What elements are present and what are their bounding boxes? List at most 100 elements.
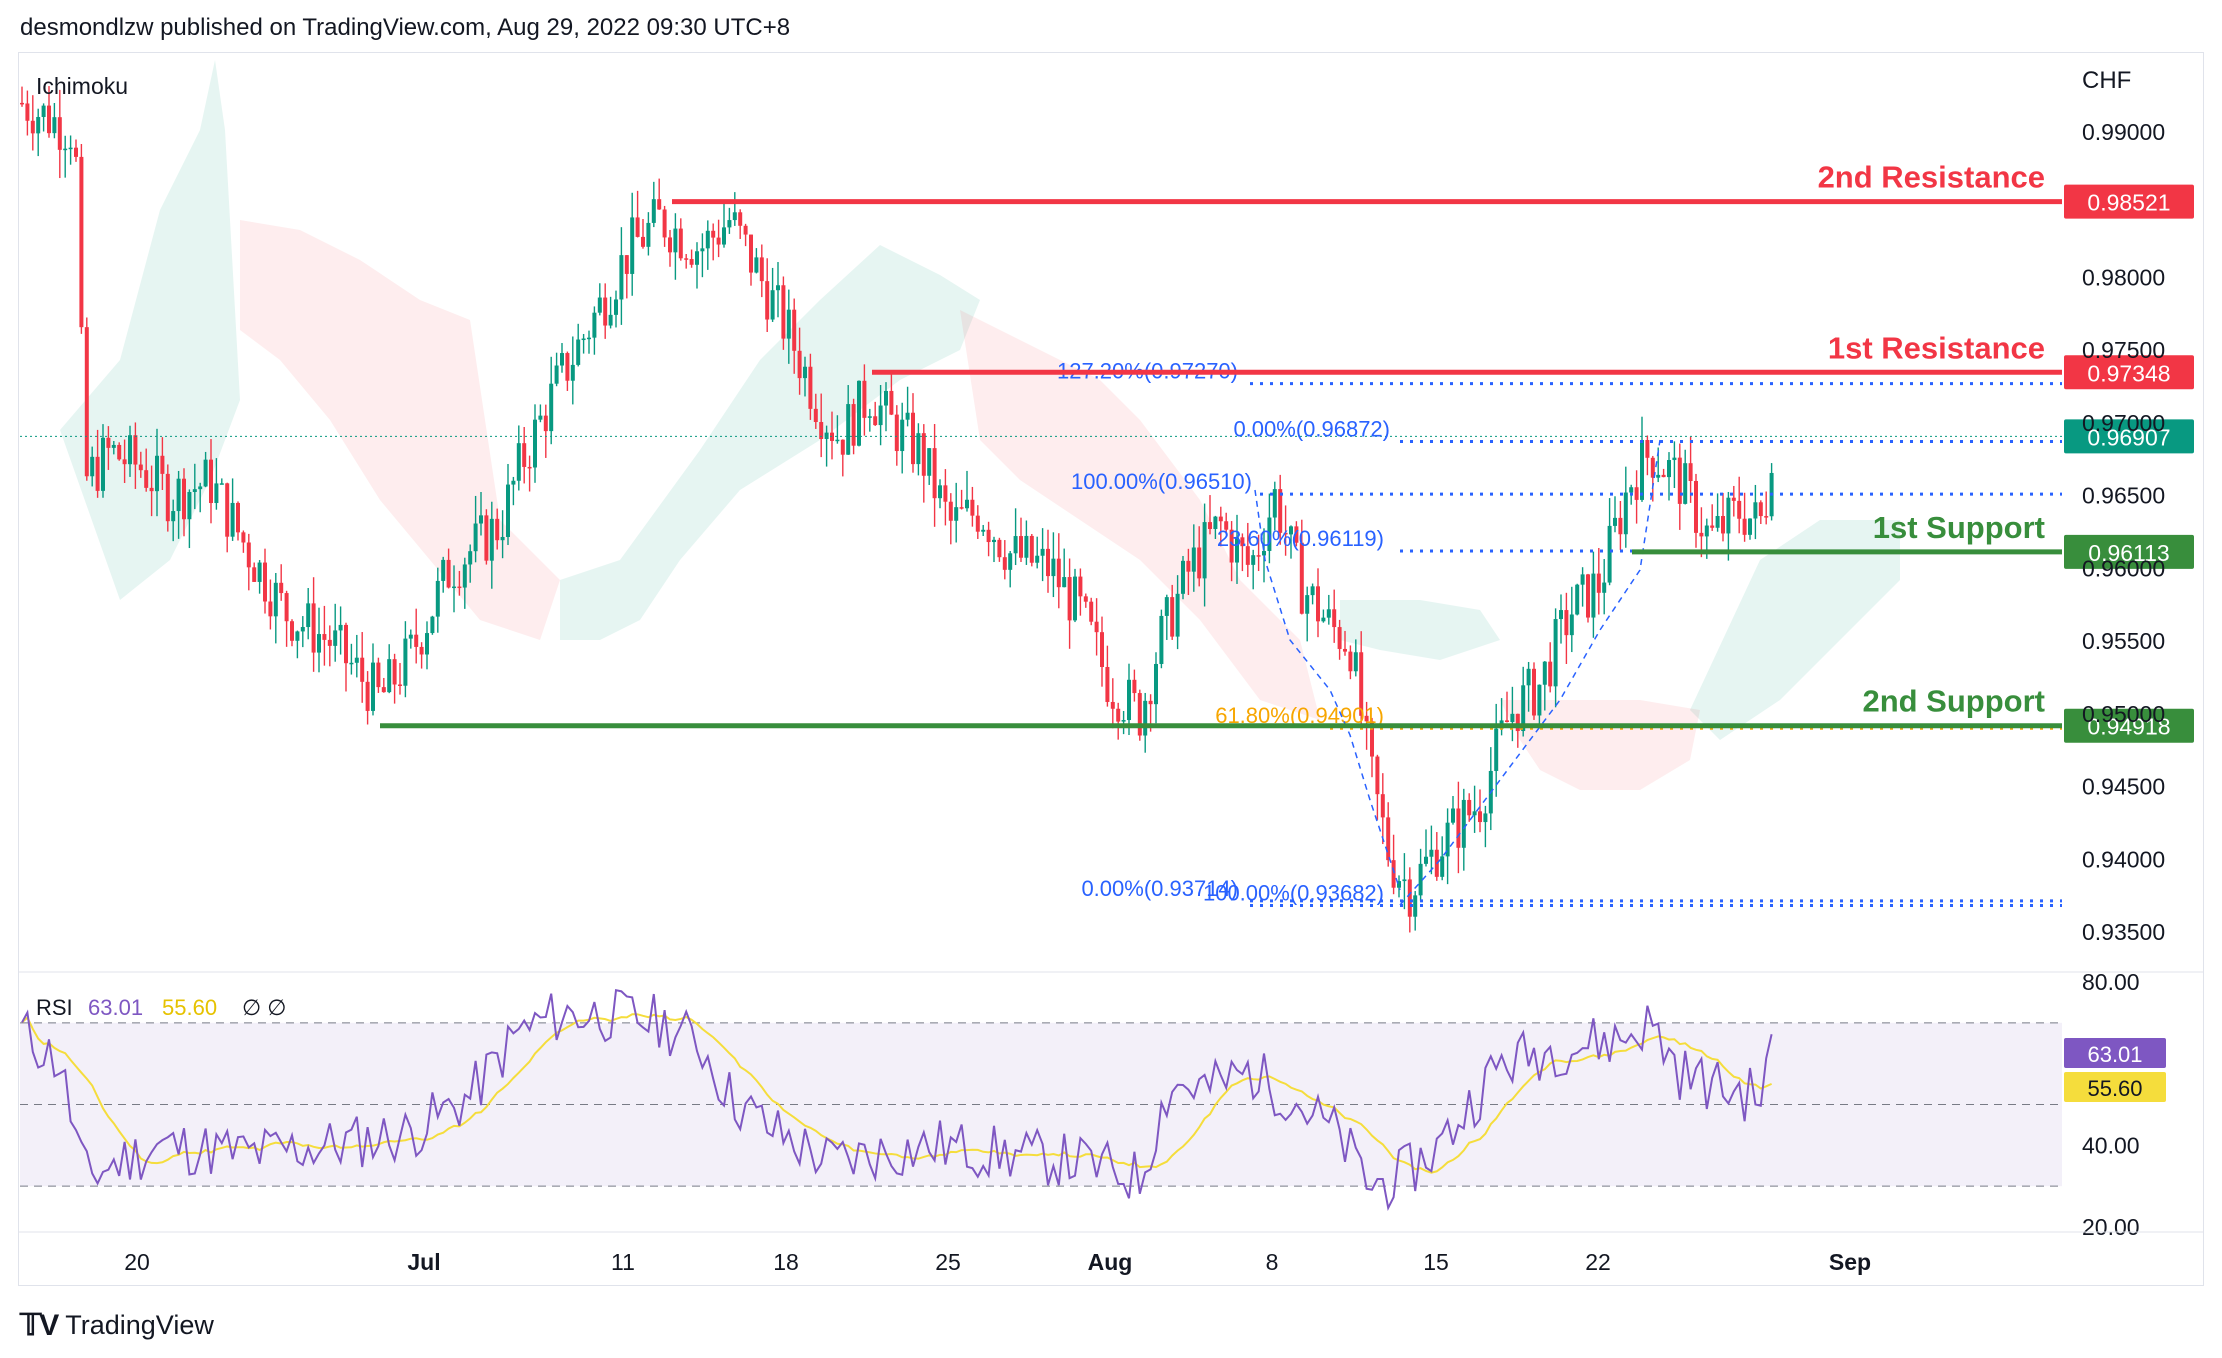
- candle: [1721, 492, 1725, 542]
- candle-body: [1456, 808, 1461, 848]
- candle: [1348, 645, 1353, 680]
- candle-body: [360, 657, 365, 682]
- candle: [1688, 436, 1693, 503]
- candle: [160, 437, 165, 491]
- candle: [1164, 594, 1169, 640]
- candle-body: [1364, 715, 1369, 722]
- candle-body: [651, 199, 656, 223]
- candle: [284, 590, 289, 647]
- candle-body: [770, 290, 775, 320]
- candle: [506, 463, 510, 546]
- candle: [225, 482, 230, 553]
- candle-body: [1251, 555, 1256, 565]
- candle-body: [711, 230, 716, 238]
- candle: [1316, 568, 1320, 638]
- footer[interactable]: 𝕋V TradingView: [20, 1308, 214, 1343]
- candle: [851, 398, 856, 455]
- candle-body: [1100, 632, 1104, 667]
- candle: [268, 579, 273, 630]
- candle-body: [1613, 517, 1617, 526]
- candle-body: [581, 338, 586, 341]
- candle: [1748, 518, 1752, 540]
- candle-body: [1267, 517, 1272, 551]
- candle: [371, 643, 375, 716]
- candle: [1321, 609, 1326, 623]
- candle-body: [884, 390, 888, 406]
- candle: [533, 404, 537, 483]
- candle-body: [344, 624, 348, 664]
- candle-body: [840, 439, 845, 455]
- indicator-label: Ichimoku: [36, 73, 128, 99]
- price-tick: 0.99000: [2082, 119, 2165, 145]
- candle-body: [921, 433, 926, 476]
- candle-body: [759, 257, 764, 282]
- candle: [781, 276, 786, 350]
- candle-body: [209, 459, 213, 504]
- candle-body: [592, 312, 597, 338]
- price-tag: [2064, 534, 2194, 569]
- candle-body: [954, 507, 959, 521]
- cloud-bullish: [1690, 520, 1900, 740]
- candle: [214, 458, 219, 510]
- candle-body: [873, 416, 878, 426]
- candle-body: [754, 257, 759, 273]
- candle: [1413, 891, 1418, 931]
- candle-body: [603, 297, 608, 326]
- price-tag: [2064, 355, 2194, 390]
- candle: [1262, 528, 1266, 583]
- candle: [1289, 525, 1293, 559]
- candle-body: [1294, 526, 1299, 543]
- candle: [106, 426, 111, 470]
- fibonacci-tools: 127.20%(0.97270)0.00%(0.96872)100.00%(0.…: [1057, 359, 2062, 908]
- candle-body: [30, 120, 35, 134]
- candle-body: [1467, 799, 1472, 816]
- candle: [862, 364, 867, 436]
- candle-body: [52, 117, 57, 134]
- candle: [457, 570, 462, 596]
- candle-body: [765, 281, 770, 320]
- candle-body: [1197, 547, 1202, 579]
- candle-body: [1688, 463, 1693, 481]
- candle-body: [79, 156, 84, 328]
- candle: [1105, 645, 1110, 707]
- candle-body: [1569, 614, 1574, 636]
- candle: [1591, 551, 1596, 638]
- fib-connector: [1254, 489, 1401, 891]
- candle: [1332, 589, 1337, 643]
- candle: [1726, 491, 1731, 561]
- candle-body: [1721, 516, 1725, 534]
- candle: [1472, 785, 1477, 833]
- candle: [1035, 536, 1040, 569]
- candle-body: [484, 515, 489, 561]
- price-tick: 0.98000: [2082, 264, 2165, 290]
- candle: [252, 562, 257, 582]
- candle-body: [63, 148, 68, 151]
- candle: [1159, 609, 1164, 669]
- candle: [381, 677, 386, 693]
- candle: [1294, 521, 1299, 547]
- candle-body: [506, 484, 510, 537]
- candle-body: [1683, 463, 1688, 504]
- candle: [257, 560, 262, 594]
- candle: [1137, 689, 1142, 741]
- candle: [527, 455, 532, 492]
- candle: [1175, 575, 1180, 650]
- candle: [970, 486, 975, 527]
- candle-body: [376, 662, 381, 688]
- candle-body: [479, 515, 483, 524]
- candle: [1062, 548, 1067, 588]
- candle: [1056, 533, 1061, 609]
- ichimoku-cloud: [60, 60, 1900, 790]
- candle-body: [452, 586, 456, 589]
- candle-body: [997, 539, 1002, 558]
- candle: [344, 622, 348, 692]
- candle: [209, 439, 213, 524]
- candle-body: [1051, 558, 1056, 577]
- candle: [333, 603, 338, 662]
- candle-body: [1548, 661, 1553, 687]
- candle-body: [1602, 582, 1607, 593]
- candle-body: [322, 634, 327, 640]
- chart-frame: [18, 52, 2204, 1286]
- price-tick: 0.94500: [2082, 774, 2165, 800]
- rsi-label: RSI: [36, 995, 73, 1020]
